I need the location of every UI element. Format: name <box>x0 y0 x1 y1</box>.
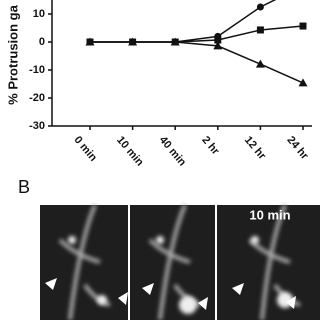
x-tick-label: 40 min <box>157 134 189 169</box>
data-point <box>256 26 264 34</box>
y-tick-label: 0 <box>39 36 45 48</box>
y-tick-label: -20 <box>29 92 45 104</box>
data-point <box>85 37 95 46</box>
data-point <box>213 41 223 50</box>
data-point <box>298 78 308 87</box>
x-tick-label: 0 min <box>71 134 99 164</box>
data-point <box>128 37 138 46</box>
x-tick-label: 2 hr <box>199 134 222 158</box>
series-line <box>90 0 277 43</box>
data-point <box>214 36 222 44</box>
x-tick-label: 24 hr <box>284 134 311 162</box>
panel-label: B <box>18 177 30 197</box>
y-tick-label: 10 <box>33 8 45 20</box>
data-point <box>299 22 307 30</box>
image-panel <box>130 205 215 320</box>
plot: 10 0 -10 -20 -30 <box>29 0 312 132</box>
x-tick-label: 10 min <box>114 134 146 169</box>
image-label: 10 min <box>249 207 290 222</box>
arrowheads <box>45 278 296 310</box>
y-tick-label: -30 <box>29 120 45 132</box>
image-panel <box>40 205 128 320</box>
series-line <box>90 41 304 84</box>
micrographs: 10 min <box>40 204 320 320</box>
data-point <box>255 59 265 68</box>
data-point <box>170 37 180 46</box>
x-tick-label: 12 hr <box>242 134 269 162</box>
y-tick-label: -10 <box>29 64 45 76</box>
spines <box>68 236 293 314</box>
data-point <box>256 3 264 11</box>
y-axis-label: % Protrusion ga <box>5 4 20 104</box>
